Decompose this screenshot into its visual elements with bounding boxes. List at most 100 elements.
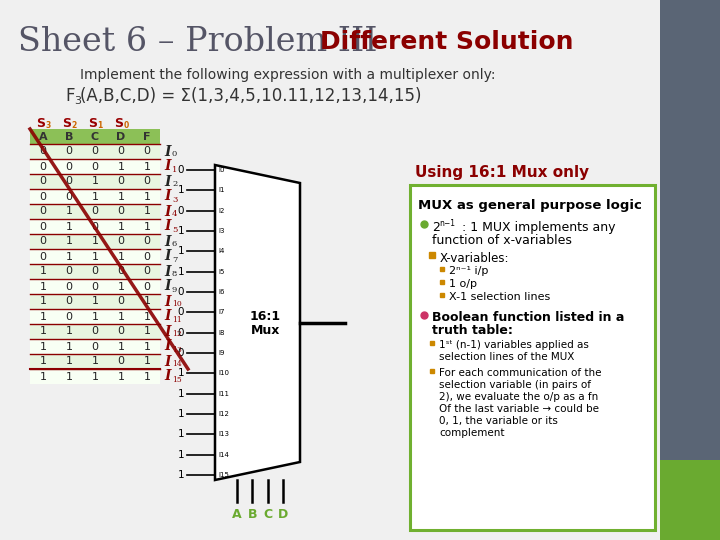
Bar <box>30 174 160 189</box>
Text: I: I <box>164 280 171 294</box>
Text: Different Solution: Different Solution <box>320 30 574 54</box>
Text: 0: 0 <box>91 341 99 352</box>
Text: 1: 1 <box>91 237 99 246</box>
Text: 2), we evaluate the o/p as a fn: 2), we evaluate the o/p as a fn <box>439 392 598 402</box>
Text: Of the last variable → could be: Of the last variable → could be <box>439 404 599 414</box>
Text: 1: 1 <box>172 165 177 173</box>
Text: I4: I4 <box>218 248 225 254</box>
Bar <box>30 339 160 354</box>
Text: 1: 1 <box>66 206 73 217</box>
Text: 9: 9 <box>172 286 177 294</box>
Text: 1: 1 <box>177 450 184 460</box>
Bar <box>30 159 160 174</box>
Text: 1: 1 <box>40 372 47 381</box>
Text: C: C <box>91 132 99 141</box>
Text: 1: 1 <box>66 327 73 336</box>
Text: 0: 0 <box>117 177 125 186</box>
Text: 1: 1 <box>177 470 184 480</box>
Text: 1: 1 <box>117 281 125 292</box>
Text: 0: 0 <box>91 206 99 217</box>
Text: truth table:: truth table: <box>432 324 513 337</box>
Text: 1: 1 <box>66 237 73 246</box>
Text: 0: 0 <box>91 281 99 292</box>
Text: 1: 1 <box>91 177 99 186</box>
Text: 10: 10 <box>172 300 181 308</box>
Text: 0: 0 <box>143 267 150 276</box>
Text: 1: 1 <box>40 356 47 367</box>
Text: 1: 1 <box>177 246 184 256</box>
Text: 0: 0 <box>117 267 125 276</box>
Text: 1: 1 <box>40 267 47 276</box>
Text: I: I <box>164 294 171 308</box>
Text: 1: 1 <box>66 372 73 381</box>
Bar <box>30 264 160 279</box>
Text: 1: 1 <box>143 327 150 336</box>
Text: 1: 1 <box>143 296 150 307</box>
Text: 1: 1 <box>40 341 47 352</box>
Text: D: D <box>117 132 125 141</box>
Text: 1: 1 <box>177 226 184 236</box>
Text: I: I <box>164 265 171 279</box>
Text: 1: 1 <box>143 356 150 367</box>
Text: 11: 11 <box>172 315 181 323</box>
Text: 0: 0 <box>40 192 47 201</box>
Text: S: S <box>89 117 97 130</box>
Text: D: D <box>278 508 288 521</box>
Text: 0: 0 <box>143 177 150 186</box>
Text: I12: I12 <box>218 411 229 417</box>
Text: 0: 0 <box>66 296 73 307</box>
Text: 0: 0 <box>91 267 99 276</box>
Text: 0: 0 <box>66 192 73 201</box>
Text: 1: 1 <box>91 252 99 261</box>
Text: I: I <box>164 205 171 219</box>
Bar <box>30 234 160 249</box>
Bar <box>30 144 160 159</box>
Text: I15: I15 <box>218 472 229 478</box>
Text: 0: 0 <box>117 237 125 246</box>
Text: 2: 2 <box>432 221 440 234</box>
Text: 1: 1 <box>177 185 184 195</box>
Text: Mux: Mux <box>251 324 280 337</box>
Text: I: I <box>164 219 171 233</box>
Text: 1: 1 <box>117 372 125 381</box>
Text: 0: 0 <box>40 252 47 261</box>
Text: B: B <box>248 508 257 521</box>
Text: I: I <box>164 159 171 173</box>
Polygon shape <box>215 165 300 480</box>
Text: : 1 MUX implements any: : 1 MUX implements any <box>458 221 616 234</box>
Bar <box>30 249 160 264</box>
Text: C: C <box>263 508 272 521</box>
Text: I6: I6 <box>218 289 225 295</box>
Text: 0: 0 <box>66 161 73 172</box>
Text: 1: 1 <box>143 221 150 232</box>
Text: Using 16:1 Mux only: Using 16:1 Mux only <box>415 165 589 180</box>
Text: 0: 0 <box>40 206 47 217</box>
Text: 0: 0 <box>123 121 129 130</box>
Text: I7: I7 <box>218 309 225 315</box>
Text: F: F <box>65 87 74 105</box>
Text: I: I <box>164 354 171 368</box>
Text: 1: 1 <box>117 252 125 261</box>
Text: 0: 0 <box>178 348 184 358</box>
Text: 1: 1 <box>177 429 184 440</box>
Text: 0: 0 <box>178 287 184 297</box>
Bar <box>30 219 160 234</box>
Text: 2: 2 <box>71 121 76 130</box>
Text: I: I <box>164 234 171 248</box>
Text: 1: 1 <box>143 206 150 217</box>
Bar <box>30 309 160 324</box>
Text: 0: 0 <box>40 237 47 246</box>
Text: 0: 0 <box>117 206 125 217</box>
Text: MUX as general purpose logic: MUX as general purpose logic <box>418 199 642 212</box>
Text: 0: 0 <box>66 281 73 292</box>
Bar <box>410 185 655 530</box>
Text: n−1: n−1 <box>439 219 455 228</box>
Text: 0: 0 <box>172 151 177 159</box>
Text: B: B <box>65 132 73 141</box>
Bar <box>30 354 160 369</box>
Text: 1ˢᵗ (n-1) variables applied as: 1ˢᵗ (n-1) variables applied as <box>439 340 589 350</box>
Text: selection variable (in pairs of: selection variable (in pairs of <box>439 380 591 390</box>
Text: Implement the following expression with a multiplexer only:: Implement the following expression with … <box>80 68 495 82</box>
Text: 0: 0 <box>66 312 73 321</box>
Text: 5: 5 <box>172 226 177 233</box>
